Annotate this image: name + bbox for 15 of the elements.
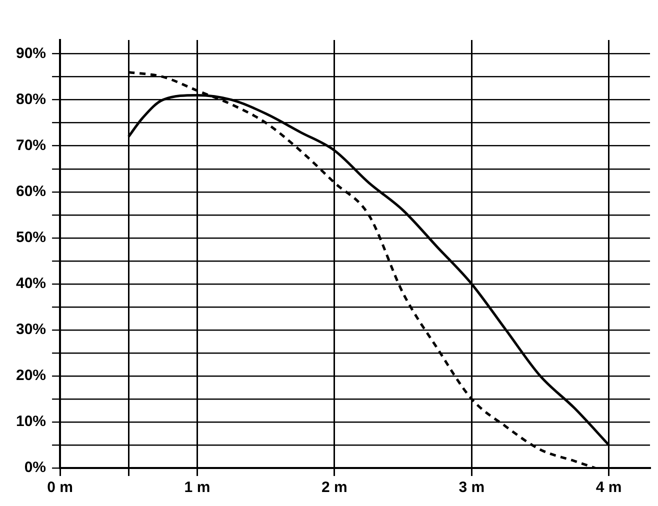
y-tick-label: 30% — [16, 321, 46, 338]
y-tick-label: 20% — [16, 367, 46, 384]
y-tick-label: 40% — [16, 275, 46, 292]
x-tick-label: 0 m — [47, 479, 73, 496]
y-tick-label: 90% — [16, 44, 46, 62]
y-tick-label: 70% — [16, 136, 46, 154]
x-tick-label: 3 m — [458, 479, 485, 496]
x-tick-label: 4 m — [596, 479, 622, 496]
y-tick-label: 0% — [24, 459, 46, 476]
y-tick-label: 80% — [16, 90, 46, 108]
x-tick-label: 2 m — [322, 479, 348, 496]
x-tick-label: 1 m — [184, 479, 210, 496]
y-tick-label: 60% — [16, 183, 46, 200]
y-tick-label: 50% — [16, 229, 46, 246]
y-tick-label: 10% — [16, 413, 46, 430]
